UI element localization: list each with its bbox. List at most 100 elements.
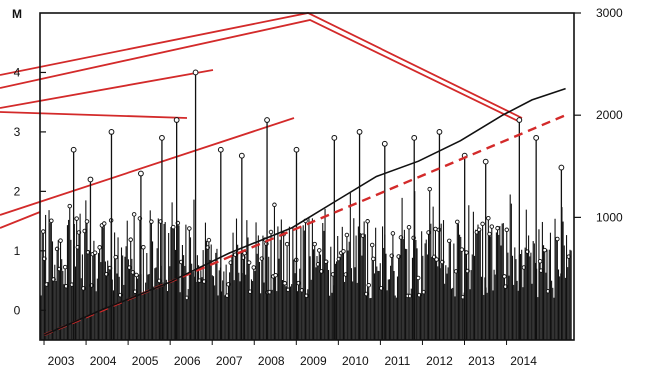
event-marker [480,221,485,227]
plot-frame [39,12,575,341]
connector-line [0,12,523,119]
y-left-tick-label: 1 [14,244,21,258]
axes: 0 1 2 3 4 1000 2000 3000 2003 2004 2005 2006 2007 200… [14,6,623,368]
large-event-marker [238,152,245,159]
large-event-marker [192,69,199,76]
event-marker [170,224,176,230]
event-marker [504,227,510,233]
event-marker [84,219,90,224]
event-marker [406,225,412,230]
event-marker [390,231,396,236]
large-event-marker [533,134,540,141]
connector-line [0,69,214,109]
event-marker [495,225,500,231]
large-event-marker [159,134,165,141]
event-marker [273,272,278,278]
y-left-tick-label: 0 [14,303,21,317]
large-event-marker [87,176,94,183]
x-tick-label: 2013 [468,354,495,368]
event-marker [246,260,252,265]
large-event-marker [411,134,418,141]
event-marker [415,275,421,281]
large-event-marker [108,129,115,135]
large-event-marker [436,129,443,135]
event-marker [537,259,543,264]
event-marker [101,221,107,226]
y-right-tick-label: 3000 [596,6,623,20]
x-tick-label: 2005 [132,354,159,368]
large-event-marker [293,146,300,153]
cumulative-line [43,87,566,336]
large-event-marker [516,117,523,123]
x-tick-label: 2011 [384,354,410,368]
event-marker [542,247,547,253]
x-tick-label: 2010 [342,354,369,368]
large-event-marker [558,164,565,171]
event-marker [455,219,460,225]
x-tick-label: 2003 [48,354,75,368]
event-marker [427,186,432,192]
event-marker [486,215,491,221]
event-marker [365,219,370,224]
x-tick-label: 2012 [426,354,453,368]
event-marker [49,218,54,224]
event-marker [128,237,133,242]
event-marker [282,281,288,286]
event-marker [62,264,68,270]
event-marker [97,245,102,250]
event-marker [555,236,560,242]
y-right-tick-label: 2000 [596,108,623,122]
event-marker [67,203,72,209]
connector-lines [0,12,523,229]
x-tick-label: 2007 [216,354,243,368]
large-event-marker [264,117,270,123]
x-tick-label: 2004 [90,354,117,368]
event-marker [58,238,63,243]
event-marker [487,231,492,237]
large-event-marker [70,146,77,153]
x-tick-label: 2008 [258,354,285,368]
y-left-axis-label: M [12,7,22,21]
event-marker [459,247,465,252]
series-lines [43,87,567,336]
event-marker [502,274,507,279]
event-marker [344,232,350,238]
event-marker [92,250,98,255]
event-marker [268,229,274,235]
large-event-marker [381,140,388,147]
event-marker [366,282,372,288]
magnitude-stems [40,69,572,340]
large-event-marker [217,146,224,153]
event-marker [489,224,495,229]
y-left-tick-label: 2 [14,184,21,198]
event-marker [149,219,154,224]
event-marker [312,241,317,247]
connector-line [0,19,521,123]
event-marker [131,212,137,217]
event-marker [134,272,139,278]
event-marker [284,241,290,247]
x-tick-label: 2009 [300,354,327,368]
event-marker [113,254,118,260]
event-marker [251,265,256,270]
event-marker [369,242,375,248]
large-event-marker [331,134,338,141]
event-marker [41,229,46,234]
large-event-marker [138,170,144,177]
connector-line [0,211,41,229]
event-marker [206,237,212,243]
event-marker [317,248,322,253]
large-event-marker [482,158,489,165]
event-marker [272,202,277,208]
large-event-marker [356,129,363,135]
event-marker [141,244,146,250]
large-event-marker [173,117,180,123]
event-marker [434,257,439,262]
y-left-tick-label: 3 [14,125,21,139]
event-marker [341,249,346,254]
connector-line [0,117,295,216]
y-right-tick-label: 1000 [596,210,623,224]
event-marker [74,216,79,221]
x-tick-label: 2014 [510,354,537,368]
